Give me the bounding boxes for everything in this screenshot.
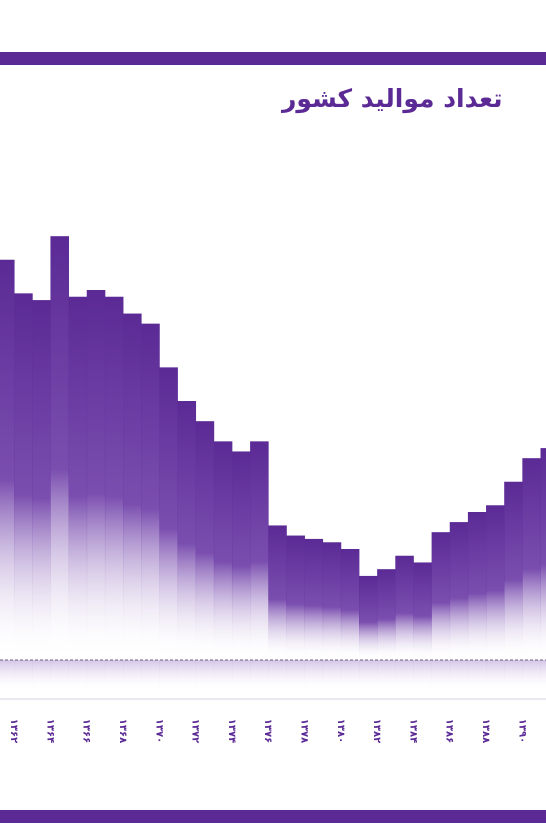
- bar-reflection: [213, 660, 233, 692]
- bar-reflection: [268, 660, 287, 692]
- x-tick-label: ۱۳۹۰: [516, 719, 527, 743]
- x-tick-label: ۱۳۸۴: [407, 719, 418, 743]
- bar-reflection: [195, 660, 215, 692]
- bar-۱۳۸۱: [340, 549, 360, 660]
- bar-reflection: [32, 660, 51, 692]
- bar-۱۳۸۵: [413, 562, 432, 660]
- bar-reflection: [0, 660, 15, 692]
- bar-reflection: [177, 660, 197, 692]
- x-tick-label: ۱۳۷۶: [262, 719, 273, 743]
- top-band: [0, 0, 546, 52]
- bar-۱۳۷۰: [141, 323, 160, 660]
- x-tick-label: ۱۳۸۲: [371, 719, 382, 743]
- bar-reflection: [467, 660, 487, 692]
- births-chart: تعداد موالید کشور ۱۳۶۲ ۱۳۶۴ ۱۳۶۶ ۱۳۶۸ ۱۳۷۰ ۱۳…: [0, 84, 546, 743]
- bar-reflection: [141, 660, 160, 692]
- bar-۱۳۶۶: [68, 296, 88, 660]
- x-tick-label: ۱۳۷۸: [298, 719, 309, 743]
- bar-۱۳۸۴: [395, 555, 414, 660]
- bar-reflection: [504, 660, 523, 692]
- bar-۱۳۶۴: [32, 300, 51, 660]
- bar-۱۳۷۳: [195, 421, 215, 660]
- bar-reflection: [395, 660, 414, 692]
- bar-reflection: [231, 660, 251, 692]
- x-tick-label: ۱۳۷۴: [226, 719, 237, 743]
- bar-reflection: [86, 660, 106, 692]
- bar-reflection: [14, 660, 33, 692]
- bar-۱۳۸۹: [486, 505, 505, 660]
- bar-reflection: [50, 660, 69, 692]
- bar-۱۳۷۸: [286, 535, 305, 660]
- bar-۱۳۶۹: [123, 313, 142, 660]
- x-tick-label: ۱۳۶۶: [81, 719, 92, 743]
- bar-۱۳۷۶: [250, 441, 269, 660]
- bar-۱۳۷۷: [268, 525, 287, 660]
- bar-reflection: [340, 660, 360, 692]
- bars-group: [0, 236, 546, 692]
- bar-۱۳۸۷: [449, 522, 469, 660]
- bar-reflection: [322, 660, 342, 692]
- bottom-frame-bar: [0, 810, 546, 823]
- bar-۱۳۶۵: [50, 236, 69, 660]
- x-tick-label: ۱۳۸۸: [480, 719, 491, 743]
- bar-reflection: [123, 660, 142, 692]
- x-tick-label: ۱۳۶۸: [117, 719, 128, 743]
- x-tick-label: ۱۳۸۰: [335, 719, 346, 743]
- bar-۱۳۸۳: [377, 569, 396, 660]
- bar-reflection: [159, 660, 178, 692]
- bar-reflection: [431, 660, 451, 692]
- bar-۱۳۸۲: [359, 575, 378, 660]
- bar-reflection: [540, 660, 546, 692]
- top-frame-bar: [0, 52, 546, 65]
- x-tick-label: ۱۳۶۴: [44, 719, 55, 743]
- bar-۱۳۹۲: [540, 448, 546, 660]
- bar-۱۳۹۱: [522, 458, 541, 660]
- chart-title: تعداد موالید کشور: [280, 84, 503, 114]
- bar-۱۳۸۰: [322, 542, 342, 660]
- bar-۱۳۷۹: [304, 538, 324, 660]
- bar-۱۳۶۸: [104, 296, 124, 660]
- bar-reflection: [104, 660, 124, 692]
- bar-reflection: [286, 660, 305, 692]
- x-tick-label: ۱۳۷۰: [153, 719, 164, 743]
- bar-reflection: [449, 660, 469, 692]
- bar-۱۳۷۱: [159, 367, 178, 660]
- bar-reflection: [377, 660, 396, 692]
- bar-reflection: [359, 660, 378, 692]
- bar-۱۳۸۸: [467, 512, 487, 660]
- x-tick-label: ۱۳۸۶: [444, 719, 455, 743]
- bar-reflection: [304, 660, 324, 692]
- x-tick-labels: ۱۳۶۲ ۱۳۶۴ ۱۳۶۶ ۱۳۶۸ ۱۳۷۰ ۱۳۷۲ ۱۳۷۴ ۱۳۷۶ ۱۳۷۸ ۱۳۸۰…: [8, 719, 527, 743]
- bar-۱۳۶۳: [14, 293, 33, 660]
- bar-reflection: [250, 660, 269, 692]
- bar-reflection: [486, 660, 505, 692]
- bar-۱۳۹۰: [504, 481, 523, 660]
- bar-۱۳۶۷: [86, 290, 106, 660]
- x-tick-label: ۱۳۶۲: [8, 719, 19, 743]
- bar-۱۳۷۵: [231, 451, 251, 660]
- bar-reflection: [413, 660, 432, 692]
- bar-reflection: [68, 660, 88, 692]
- bar-۱۳۷۴: [213, 441, 233, 660]
- x-tick-label: ۱۳۷۲: [190, 719, 201, 743]
- bar-۱۳۷۲: [177, 401, 197, 660]
- bar-۱۳۶۲: [0, 259, 15, 660]
- bar-reflection: [522, 660, 541, 692]
- bar-۱۳۸۶: [431, 532, 451, 660]
